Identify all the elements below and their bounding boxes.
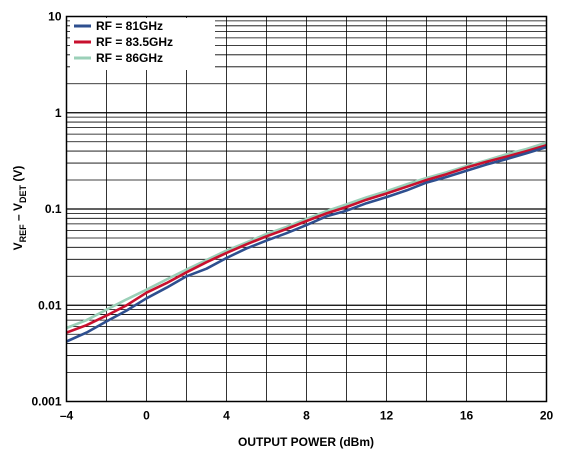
y-tick-label: 0.01 bbox=[38, 298, 62, 312]
x-tick-label: 16 bbox=[460, 409, 474, 423]
x-tick-label: 4 bbox=[223, 409, 230, 423]
plot-frame bbox=[65, 15, 548, 403]
y-tick-label: 1 bbox=[55, 106, 62, 120]
y-axis-label: VREF – VDET (V) bbox=[11, 166, 28, 251]
series-line-81ghz bbox=[65, 145, 547, 343]
x-tick-labels: –4 0 4 8 12 16 20 bbox=[60, 409, 554, 423]
series-lines bbox=[65, 141, 547, 343]
y-tick-labels: 0.001 0.01 0.1 1 10 bbox=[31, 10, 61, 409]
series-line-86ghz bbox=[66, 141, 547, 330]
y-tick-label: 0.1 bbox=[45, 202, 62, 216]
y-tick-label: 10 bbox=[48, 10, 62, 24]
x-tick-label: 12 bbox=[380, 409, 394, 423]
legend: RF = 81GHz RF = 83.5GHz RF = 86GHz bbox=[70, 18, 215, 70]
y-tick-label: 0.001 bbox=[31, 395, 61, 409]
x-tick-label: –4 bbox=[60, 409, 74, 423]
x-tick-label: 0 bbox=[143, 409, 150, 423]
legend-box bbox=[70, 18, 215, 70]
x-tick-label: 20 bbox=[540, 409, 554, 423]
legend-label: RF = 86GHz bbox=[96, 51, 163, 65]
x-tick-label: 8 bbox=[303, 409, 310, 423]
x-axis-label: OUTPUT POWER (dBm) bbox=[238, 435, 374, 449]
series-line-83-5ghz bbox=[66, 143, 547, 334]
legend-label: RF = 83.5GHz bbox=[96, 35, 173, 49]
grid bbox=[66, 16, 547, 402]
legend-label: RF = 81GHz bbox=[96, 19, 163, 33]
